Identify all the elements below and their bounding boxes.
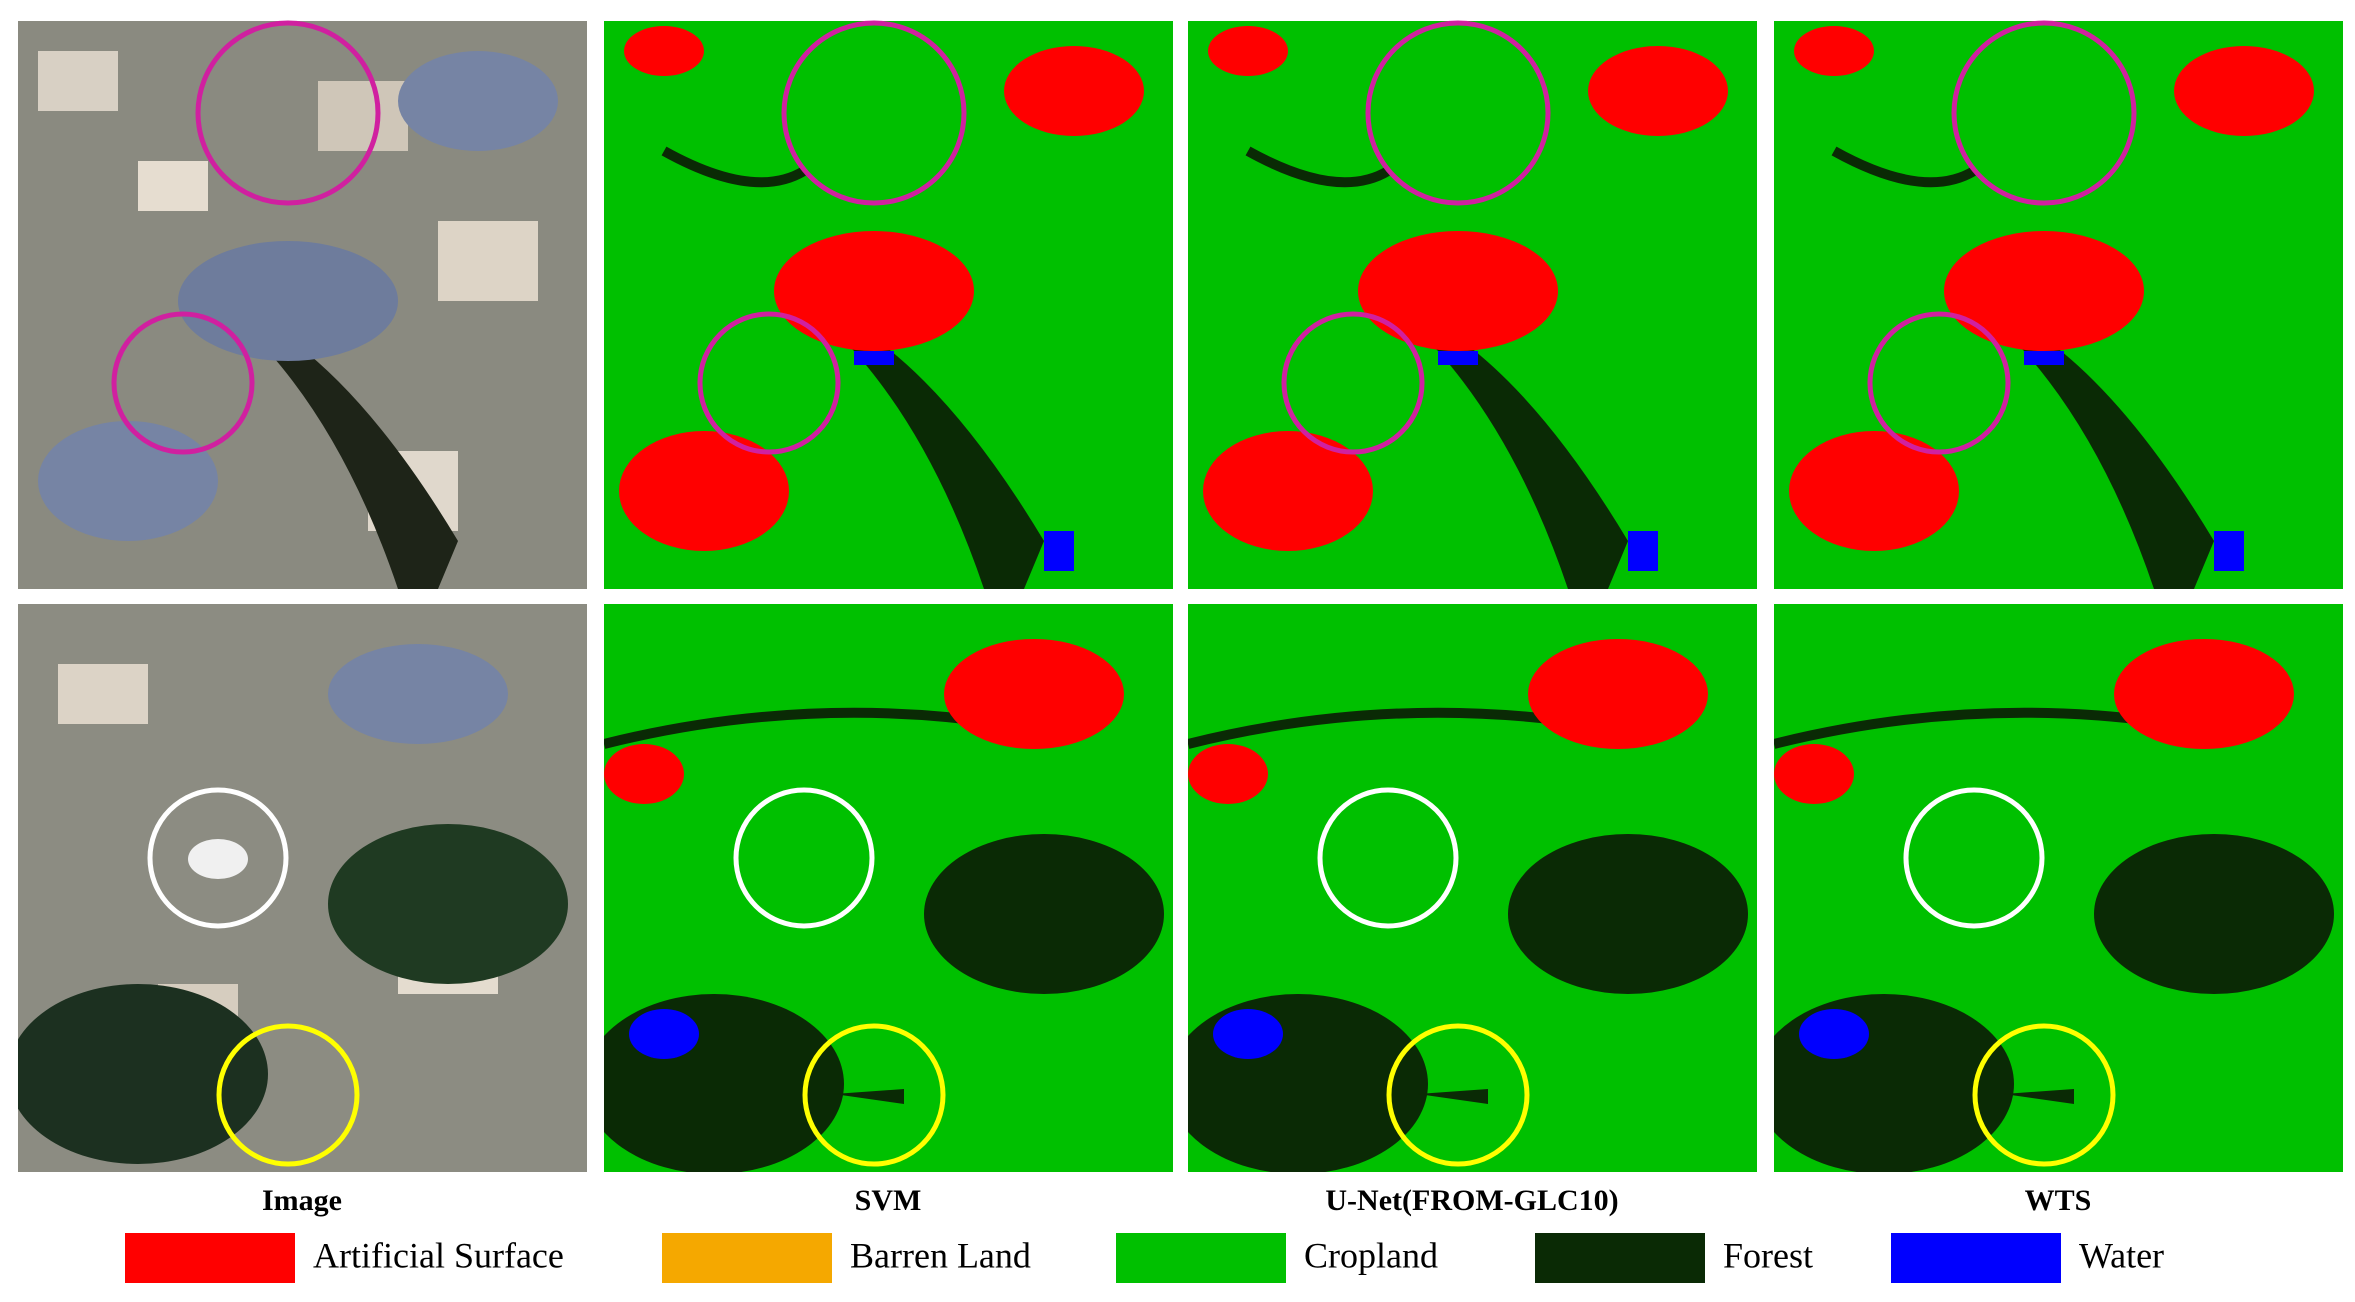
satellite-image xyxy=(18,21,587,589)
panel-content xyxy=(18,21,587,589)
panel-content xyxy=(1188,21,1757,589)
legend-swatch xyxy=(662,1233,832,1283)
classification-map xyxy=(1188,21,1757,589)
panel-content xyxy=(8,604,587,1172)
panel-content xyxy=(584,604,1173,1174)
legend-swatch xyxy=(125,1233,295,1283)
panel-content xyxy=(1754,604,2343,1174)
classification-map xyxy=(1774,21,2343,589)
legend-label: Forest xyxy=(1723,1235,1813,1275)
legend-label: Water xyxy=(2079,1235,2164,1275)
panels xyxy=(8,21,2343,1174)
panel-content xyxy=(604,21,1173,589)
column-label: Image xyxy=(262,1184,342,1217)
legend-label: Artificial Surface xyxy=(313,1235,564,1275)
classification-map xyxy=(1168,604,1757,1174)
classification-map xyxy=(584,604,1173,1174)
column-label: U-Net(FROM-GLC10) xyxy=(1325,1184,1618,1217)
legend-label: Cropland xyxy=(1304,1235,1438,1275)
legend-label: Barren Land xyxy=(850,1235,1031,1275)
column-labels: Image SVM U-Net(FROM-GLC10) WTS xyxy=(262,1184,2091,1217)
panel-content xyxy=(1168,604,1757,1174)
legend-swatch xyxy=(1535,1233,1705,1283)
column-label: SVM xyxy=(855,1184,922,1217)
legend-swatch xyxy=(1891,1233,2061,1283)
satellite-image xyxy=(8,604,587,1172)
column-label: WTS xyxy=(2025,1184,2092,1217)
panel-content xyxy=(1774,21,2343,589)
classification-map xyxy=(604,21,1173,589)
legend-swatch xyxy=(1116,1233,1286,1283)
classification-map xyxy=(1754,604,2343,1174)
legend: Artificial Surface Barren Land Cropland For… xyxy=(125,1233,2164,1283)
